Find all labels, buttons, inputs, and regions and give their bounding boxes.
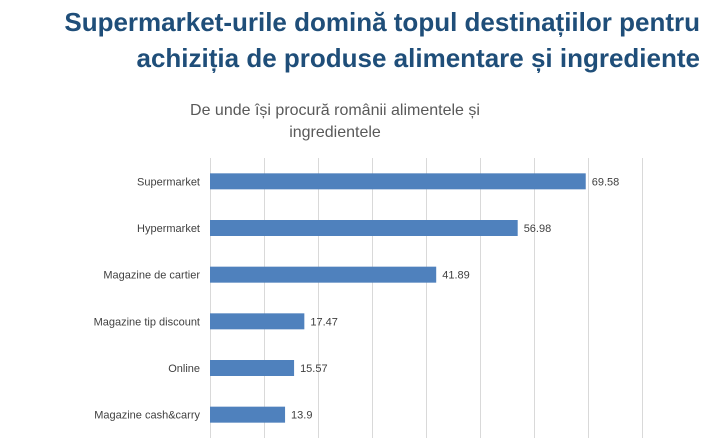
value-label-supermarket: 69.58 (592, 176, 620, 188)
value-label-magazine-cash-carry: 13.9 (291, 410, 312, 422)
category-label-hypermarket: Hypermarket (137, 223, 200, 235)
chart-title-line-2: ingredientele (289, 124, 381, 141)
bar-magazine-cash-carry (210, 406, 286, 423)
bar-hypermarket (210, 220, 518, 236)
category-label-magazine-cash-carry: Magazine cash&carry (94, 410, 200, 422)
headline-line-1: Supermarket-urile domină topul destinați… (64, 7, 700, 37)
value-label-magazine-tip-discount: 17.47 (310, 316, 338, 328)
bar-supermarket (210, 173, 586, 190)
bars: Supermarket 69.58 Hypermarket 56.98 Magazine… (94, 173, 620, 423)
bar-online (210, 360, 295, 376)
headline-line-2: achiziția de produse alimentare și ingre… (136, 43, 701, 73)
category-label-magazine-de-cartier: Magazine de cartier (103, 270, 200, 282)
bar-magazine-de-cartier (210, 266, 437, 283)
category-label-magazine-tip-discount: Magazine tip discount (94, 316, 200, 328)
category-label-online: Online (168, 363, 200, 375)
chart-title-line-1: De unde își procură românii alimentele ș… (190, 102, 480, 119)
page-headline: Supermarket-urile domină topul destinați… (0, 4, 700, 76)
bar-magazine-tip-discount (210, 313, 305, 330)
value-label-magazine-de-cartier: 41.89 (442, 270, 470, 282)
gridlines (210, 158, 643, 438)
value-label-hypermarket: 56.98 (524, 223, 552, 235)
value-label-online: 15.57 (300, 363, 328, 375)
category-label-supermarket: Supermarket (137, 176, 200, 188)
